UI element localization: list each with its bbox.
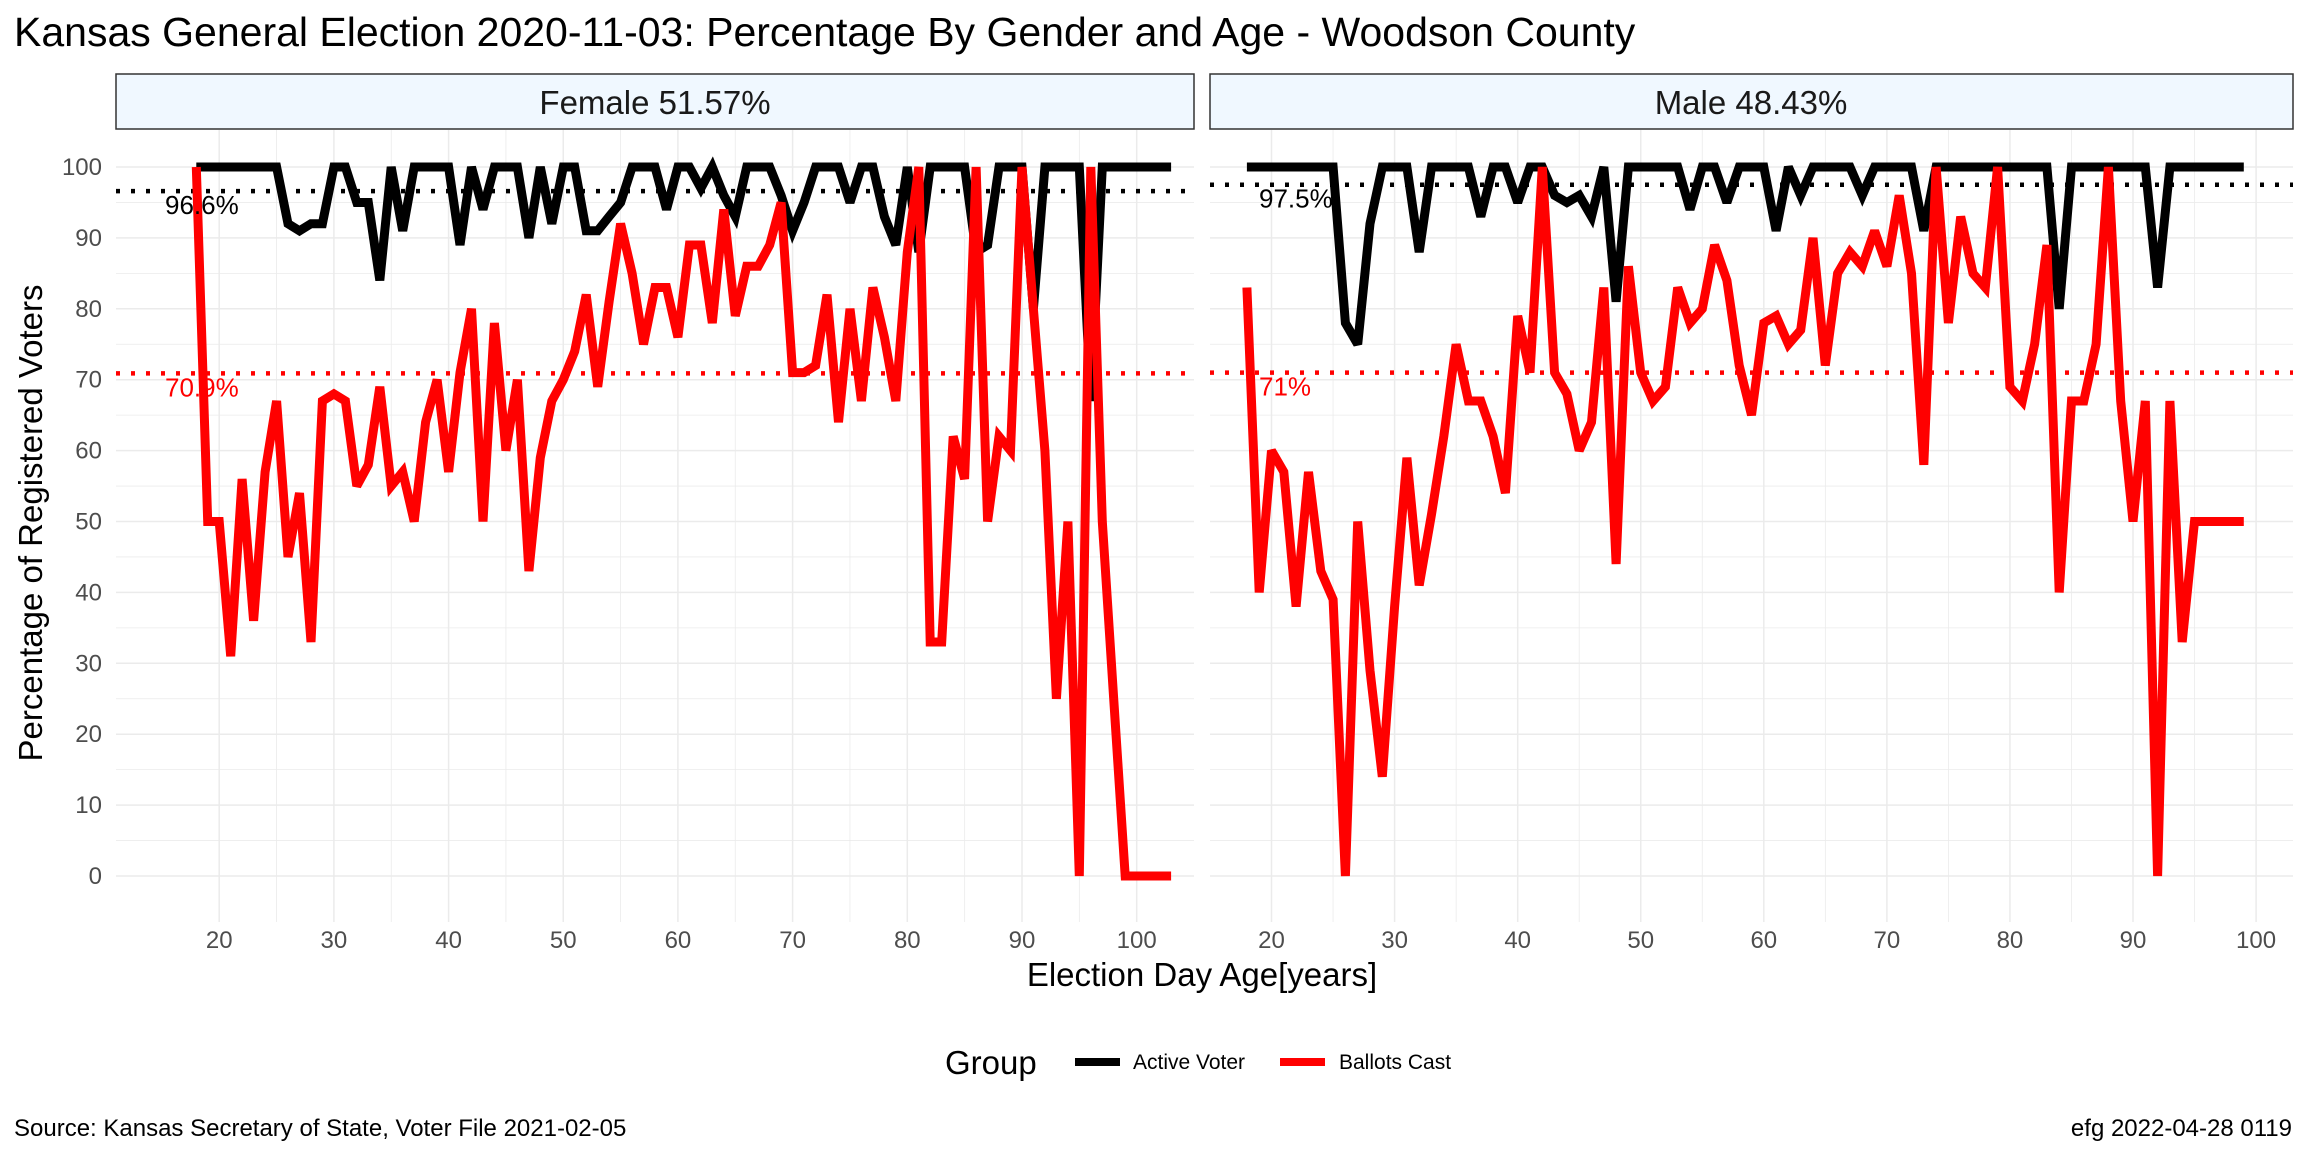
x-tick-label: 40 (1504, 927, 1531, 954)
x-tick-label: 30 (321, 927, 348, 954)
x-tick-label: 20 (206, 927, 233, 954)
x-tick-label: 80 (894, 927, 921, 954)
grid-male (1210, 130, 2293, 922)
x-tick-label: 20 (1258, 927, 1285, 954)
x-tick-label: 100 (2236, 927, 2276, 954)
strip-female (115, 73, 1195, 130)
x-tick-label: 70 (1874, 927, 1901, 954)
strip-male (1209, 73, 2294, 130)
x-tick-label: 60 (1750, 927, 1777, 954)
reference-label-active: 96.6% (165, 190, 239, 220)
x-tick-labels-female: 20 30 40 50 60 70 80 90 100 (206, 927, 1157, 954)
y-tick-label: 10 (75, 792, 102, 819)
x-tick-label: 30 (1381, 927, 1408, 954)
y-tick-label: 70 (75, 367, 102, 394)
x-tick-labels-male: 20 30 40 50 60 70 80 90 100 (1258, 927, 2276, 954)
x-tick-label: 40 (435, 927, 462, 954)
y-tick-label: 20 (75, 721, 102, 748)
x-tick-label: 80 (1997, 927, 2024, 954)
strip-label-male: Male 48.43% (1655, 84, 1848, 121)
legend: Group Active Voter Ballots Cast (945, 1044, 1451, 1081)
panel-male: Male 48.43% 20 30 40 50 60 70 80 90 100 97.5% 71% (1209, 73, 2294, 954)
reference-label-ballots: 70.9% (165, 372, 239, 402)
x-axis-title: Election Day Age[years] (1027, 956, 1377, 993)
y-tick-label: 30 (75, 650, 102, 677)
series-line-active-voter (196, 156, 1172, 402)
y-tick-labels: 0 10 20 30 40 50 60 70 80 90 100 (62, 154, 102, 890)
strip-label-female: Female 51.57% (539, 84, 770, 121)
series-line-ballots-cast (1242, 166, 2244, 877)
caption-credit: efg 2022-04-28 0119 (2071, 1115, 2292, 1142)
y-tick-label: 0 (89, 863, 102, 890)
x-tick-label: 100 (1117, 927, 1157, 954)
chart-title: Kansas General Election 2020-11-03: Perc… (14, 9, 1636, 55)
x-tick-label: 90 (1009, 927, 1036, 954)
x-tick-label: 50 (550, 927, 577, 954)
reference-label-active: 97.5% (1259, 184, 1333, 214)
y-axis-title: Percentage of Registered Voters (12, 285, 49, 762)
x-tick-label: 90 (2120, 927, 2147, 954)
y-tick-label: 60 (75, 438, 102, 465)
y-tick-label: 40 (75, 579, 102, 606)
caption-source: Source: Kansas Secretary of State, Voter… (14, 1115, 626, 1142)
x-tick-label: 70 (779, 927, 806, 954)
series-male: 97.5% 71% (1242, 162, 2244, 877)
y-tick-label: 100 (62, 154, 102, 181)
y-tick-label: 90 (75, 225, 102, 252)
legend-label-ballots-cast: Ballots Cast (1339, 1051, 1451, 1074)
reference-label-ballots: 71% (1259, 372, 1311, 402)
grid-female (116, 130, 1194, 922)
legend-label-active-voter: Active Voter (1133, 1051, 1245, 1074)
y-tick-label: 50 (75, 509, 102, 536)
series-line-active-voter (1246, 162, 2244, 347)
x-tick-label: 50 (1627, 927, 1654, 954)
panel-female: Female 51.57% 20 30 40 50 60 70 80 90 100 96.6% 7… (115, 73, 1195, 954)
x-tick-label: 60 (665, 927, 692, 954)
legend-title: Group (945, 1044, 1037, 1081)
series-line-ballots-cast (191, 166, 1172, 881)
y-tick-label: 80 (75, 296, 102, 323)
series-female: 96.6% 70.9% (165, 156, 1172, 881)
